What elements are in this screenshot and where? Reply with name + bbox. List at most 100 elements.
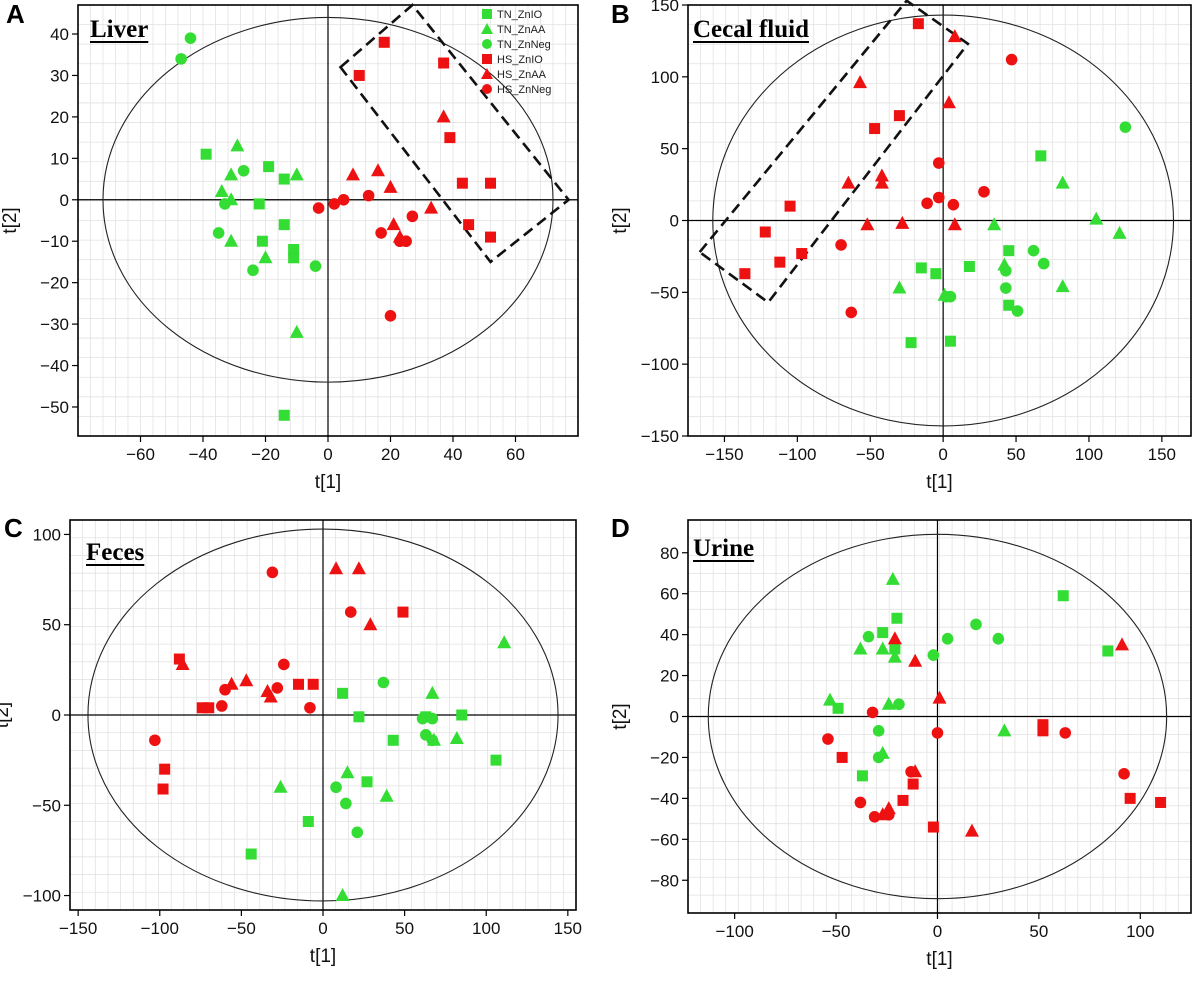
- y-axis-label: t[2]: [610, 703, 631, 729]
- x-tick-label: −150: [705, 445, 743, 464]
- y-tick-label: 150: [651, 0, 679, 15]
- data-point-square: [1037, 719, 1049, 731]
- x-axis-label: t[1]: [926, 472, 952, 493]
- x-tick-label: 50: [395, 919, 414, 938]
- data-point-square: [288, 244, 300, 256]
- data-point-triangle: [273, 779, 288, 793]
- series-tn-znio: [905, 150, 1047, 349]
- data-point-circle: [309, 260, 322, 272]
- x-tick-label: −60: [126, 445, 155, 464]
- data-point-circle: [337, 193, 350, 206]
- y-tick-label: 0: [52, 706, 61, 725]
- data-point-circle: [278, 658, 290, 671]
- y-tick-label: 0: [670, 708, 679, 727]
- panel-letter: D: [611, 513, 630, 543]
- data-point-triangle: [822, 692, 837, 706]
- y-tick-label: −50: [650, 283, 679, 302]
- y-tick-label: −50: [32, 796, 61, 815]
- data-point-circle: [426, 712, 439, 725]
- data-point-square: [1155, 796, 1167, 808]
- data-point-triangle: [887, 631, 902, 645]
- y-tick-label: −60: [650, 830, 679, 849]
- data-point-triangle: [987, 217, 1002, 231]
- data-point-square: [353, 711, 365, 723]
- panel-b-cecal-fluid: −150 −100 −50 0 50 100 150 −150 −100 −50 0 50 100 150…: [610, 0, 1192, 493]
- series-hs-znneg: [149, 566, 357, 747]
- x-tick-label: 100: [1126, 922, 1154, 941]
- data-point-circle: [416, 712, 429, 725]
- data-point-square: [463, 219, 475, 231]
- data-point-circle: [304, 701, 316, 714]
- legend: TN_ZnIO TN_ZnAA TN_ZnNeg HS_ZnIO HS_ZnAA HS_Z…: [481, 9, 551, 96]
- data-point-square: [915, 262, 927, 274]
- data-point-square: [889, 643, 901, 655]
- legend-label: TN_ZnIO: [497, 9, 543, 21]
- legend-label: HS_ZnNeg: [497, 84, 551, 96]
- series-hs-znaa: [841, 29, 962, 231]
- data-point-square: [200, 148, 212, 160]
- series-tn-znneg: [330, 676, 439, 839]
- x-tick-label: −100: [716, 922, 754, 941]
- y-tick-label: −80: [650, 871, 679, 890]
- x-tick-label: 0: [933, 922, 942, 941]
- data-point-square: [159, 763, 171, 775]
- x-tick-label: 0: [323, 445, 332, 464]
- data-point-circle: [822, 733, 834, 745]
- data-point-triangle: [230, 138, 245, 152]
- y-tick-label: 20: [50, 108, 69, 127]
- series-hs-znneg: [312, 189, 419, 322]
- data-point-triangle: [874, 175, 889, 189]
- data-point-triangle: [853, 641, 868, 655]
- data-point-circle: [868, 810, 881, 823]
- series-hs-znio: [157, 606, 409, 795]
- data-point-triangle: [1055, 279, 1070, 293]
- x-tick-label: 60: [506, 445, 525, 464]
- panel-title: Liver: [90, 16, 148, 43]
- x-tick-label: −100: [141, 919, 179, 938]
- data-point-triangle: [932, 690, 947, 704]
- data-point-square: [378, 36, 390, 48]
- data-point-square: [173, 653, 185, 665]
- y-tick-label: 80: [660, 544, 679, 563]
- confidence-ellipse: [707, 533, 1168, 900]
- x-tick-label: −50: [856, 445, 885, 464]
- data-point-square: [856, 770, 868, 782]
- legend-marker-square: [482, 54, 492, 64]
- y-tick-label: 100: [33, 525, 61, 544]
- highlight-dashed-box: [697, 0, 970, 305]
- data-point-triangle: [1112, 225, 1127, 239]
- x-tick-label: 20: [381, 445, 400, 464]
- data-point-square: [759, 226, 771, 238]
- data-point-square: [397, 606, 409, 618]
- y-tick-label: −100: [641, 355, 679, 374]
- data-point-circle: [944, 290, 957, 303]
- data-point-triangle: [363, 617, 378, 631]
- data-point-triangle: [964, 823, 979, 837]
- panel-d-urine: −100 −50 0 50 100 −80 −60 −40 −20 0 20 40 60 80 t[1] t[…: [610, 513, 1192, 970]
- data-point-circle: [1037, 257, 1050, 270]
- data-point-triangle: [263, 689, 278, 703]
- x-tick-label: −40: [189, 445, 218, 464]
- data-point-triangle: [941, 95, 956, 109]
- data-point-square: [1124, 792, 1136, 804]
- data-point-circle: [344, 606, 357, 618]
- data-point-triangle: [351, 561, 366, 575]
- data-point-circle: [212, 227, 225, 239]
- data-point-triangle: [947, 29, 962, 43]
- data-point-circle: [340, 797, 352, 810]
- x-axis-label: t[1]: [310, 946, 336, 967]
- x-tick-label: 0: [318, 919, 327, 938]
- data-point-triangle: [908, 653, 923, 667]
- data-point-circle: [377, 676, 390, 689]
- y-tick-label: 100: [651, 68, 679, 87]
- data-point-triangle: [449, 730, 464, 744]
- data-point-triangle: [425, 685, 440, 699]
- data-point-circle: [835, 239, 847, 251]
- y-tick-label: −10: [40, 232, 69, 251]
- data-point-triangle: [224, 167, 239, 181]
- data-point-circle: [351, 826, 364, 839]
- x-tick-label: −50: [227, 919, 256, 938]
- data-point-square: [196, 702, 208, 714]
- data-point-square: [485, 177, 496, 189]
- data-point-circle: [1000, 264, 1012, 277]
